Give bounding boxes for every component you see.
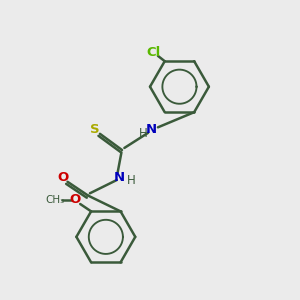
Text: H: H xyxy=(139,127,148,140)
Text: O: O xyxy=(69,193,80,206)
Text: CH₃: CH₃ xyxy=(46,195,65,205)
Text: O: O xyxy=(57,171,68,184)
Text: S: S xyxy=(90,123,100,136)
Text: H: H xyxy=(127,174,136,187)
Text: Cl: Cl xyxy=(146,46,161,59)
Text: N: N xyxy=(146,123,157,136)
Text: N: N xyxy=(114,171,125,184)
